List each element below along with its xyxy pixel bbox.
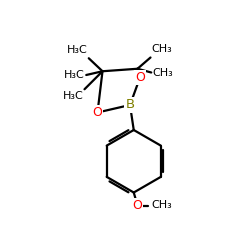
Text: B: B (126, 98, 134, 112)
Text: O: O (132, 199, 142, 212)
Text: CH₃: CH₃ (152, 68, 173, 78)
Text: CH₃: CH₃ (151, 200, 172, 210)
Text: CH₃: CH₃ (152, 44, 172, 54)
Text: H₃C: H₃C (64, 70, 85, 80)
Text: O: O (135, 71, 145, 84)
Text: O: O (92, 106, 102, 119)
Text: H₃C: H₃C (62, 91, 83, 101)
Text: H₃C: H₃C (67, 45, 87, 55)
